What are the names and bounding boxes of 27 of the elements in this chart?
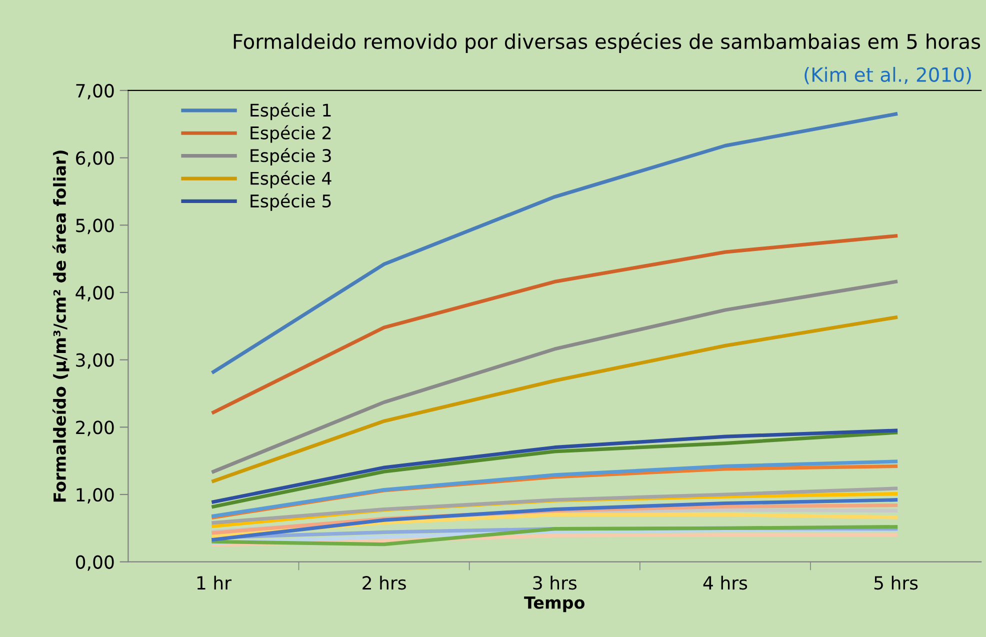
legend-label: Espécie 3	[250, 148, 331, 166]
y-tick-label: 6,00	[76, 151, 114, 167]
x-tick-label: 3 hrs	[533, 576, 576, 590]
y-tick-label: 5,00	[76, 218, 114, 234]
line-series	[212, 280, 898, 474]
x-tick-label: 2 hrs	[362, 576, 406, 590]
legend-label: Espécie 5	[250, 193, 331, 211]
line-series	[212, 234, 898, 414]
y-tick-label: 7,00	[76, 84, 114, 100]
x-tick-label: 4 hrs	[703, 576, 748, 590]
y-tick-label: 4,00	[76, 286, 114, 302]
line-series	[212, 498, 898, 542]
y-axis-title: Formaldeído (µ/m³/cm² de área foliar)	[52, 150, 70, 502]
y-tick-label: 3,00	[76, 353, 114, 369]
y-tick-label: 2,00	[76, 420, 114, 436]
chart-title: Formaldeido removido por diversas espécies de sambambaias em 5 horas	[234, 32, 980, 53]
text: (Kim et al., 2010)	[804, 66, 971, 84]
line-series	[212, 316, 898, 483]
legend-label: Espécie 4	[250, 170, 332, 188]
y-tick-label: 1,00	[76, 488, 114, 504]
x-tick-label: 5 hrs	[874, 576, 918, 590]
x-tick-label: 1 hr	[197, 576, 232, 590]
legend-label: Espécie 1	[250, 102, 331, 120]
line-series	[212, 486, 898, 525]
y-tick-label: 0,00	[76, 555, 114, 571]
legend-label: Espécie 2	[250, 125, 331, 143]
x-axis-title: Tempo	[524, 596, 585, 612]
